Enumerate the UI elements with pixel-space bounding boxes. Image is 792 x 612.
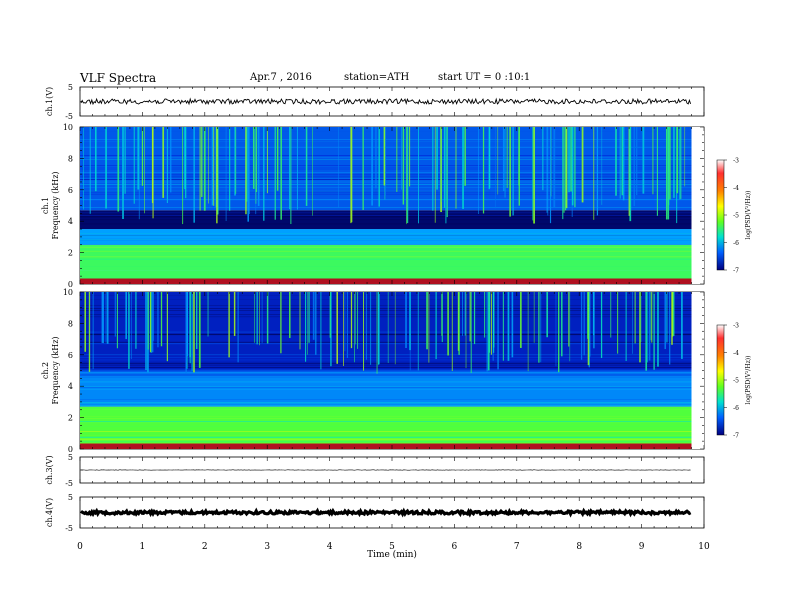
y-tick-label: 2: [68, 249, 73, 258]
y-tick-label: 2: [68, 414, 73, 423]
x-tick-label: 4: [327, 542, 333, 552]
y-tick-label: 5: [68, 83, 73, 92]
x-tick-label: 6: [452, 542, 458, 552]
frequency-axis-label: Frequency (kHz): [51, 171, 60, 239]
colorbar-tick-label: -6: [733, 240, 739, 247]
colorbar-tick-label: -7: [733, 433, 739, 440]
y-tick-label: 10: [63, 123, 73, 132]
y-tick-label: 10: [63, 288, 73, 297]
ch1-spectrogram-blank: [691, 127, 704, 284]
ch2-spectrogram-band-3: [80, 292, 692, 371]
ch1-spectrogram-band-1: [80, 244, 692, 280]
y-tick-label: 4: [68, 217, 73, 226]
x-axis-label: Time (min): [367, 549, 417, 560]
x-tick-label: 8: [576, 542, 582, 552]
y-tick-label: 5: [68, 453, 73, 462]
x-tick-label: 0: [77, 542, 83, 552]
colorbar-tick-label: -5: [733, 213, 739, 220]
y-tick-label: 5: [68, 493, 73, 502]
colorbar-tick-label: -3: [733, 158, 739, 165]
colorbar-tick-label: -5: [733, 378, 739, 385]
y-tick-label: -5: [65, 479, 73, 488]
x-tick-label: 9: [639, 542, 645, 552]
ch2-spectrogram-blank: [691, 292, 704, 449]
ch1-waveform-trace: [80, 97, 692, 106]
ch1-spectrogram-band-2: [80, 229, 692, 245]
x-tick-label: 5: [389, 542, 395, 552]
colorbar-tick-label: -4: [733, 350, 739, 357]
y-tick-label: -5: [65, 524, 73, 533]
y-tick-label: 6: [68, 351, 73, 360]
waveform-layer: [79, 97, 692, 518]
x-tick-label: 3: [264, 542, 270, 552]
date-label: Apr.7 , 2016: [250, 72, 312, 83]
ch2-spectrogram-band-1: [80, 406, 692, 445]
ch1-spectrogram-layer: [80, 127, 704, 284]
ch4-waveform-trace: [79, 507, 692, 518]
chart-title: VLF Spectra: [80, 71, 157, 85]
y-tick-label: 0: [68, 280, 73, 289]
ch2-spectrogram-band-2: [80, 370, 692, 407]
channel-label: ch.2: [41, 362, 50, 379]
ch2-spectrogram-layer: [80, 292, 704, 449]
y-tick-label: -5: [65, 112, 73, 121]
x-tick-label: 1: [140, 542, 146, 552]
ch2-spectrogram-lf-line: [80, 443, 692, 449]
y-tick-label: 6: [68, 186, 73, 195]
colorbar-tick-label: -7: [733, 268, 739, 275]
waveform-axis-label: ch.3(V): [45, 455, 54, 484]
colorbar-tick-label: -6: [733, 405, 739, 412]
x-tick-label: 10: [698, 542, 710, 552]
y-tick-label: 4: [68, 382, 73, 391]
colorbar-label: log(PSD(V²/Hz)): [745, 356, 752, 405]
y-tick-label: 0: [68, 445, 73, 454]
colorbar-label: log(PSD(V²/Hz)): [745, 191, 752, 240]
station-label: station=ATH: [344, 72, 410, 83]
channel-label: ch.1: [41, 197, 50, 214]
start-ut-label: start UT = 0 :10:1: [438, 72, 531, 83]
waveform-axis-label: ch.1(V): [45, 87, 54, 116]
colorbar-tick-label: -3: [733, 323, 739, 330]
waveform-axis-label: ch.4(V): [45, 498, 54, 527]
ch1-spectrogram-lf-line: [80, 278, 692, 284]
colorbar-tick-label: -4: [733, 185, 739, 192]
ch2-colorbar: [716, 324, 725, 436]
x-tick-label: 2: [202, 542, 208, 552]
x-tick-label: 7: [514, 542, 520, 552]
ch1-colorbar: [716, 159, 725, 271]
y-tick-label: 8: [68, 154, 73, 163]
frequency-axis-label: Frequency (kHz): [51, 336, 60, 404]
y-tick-label: 8: [68, 319, 73, 328]
